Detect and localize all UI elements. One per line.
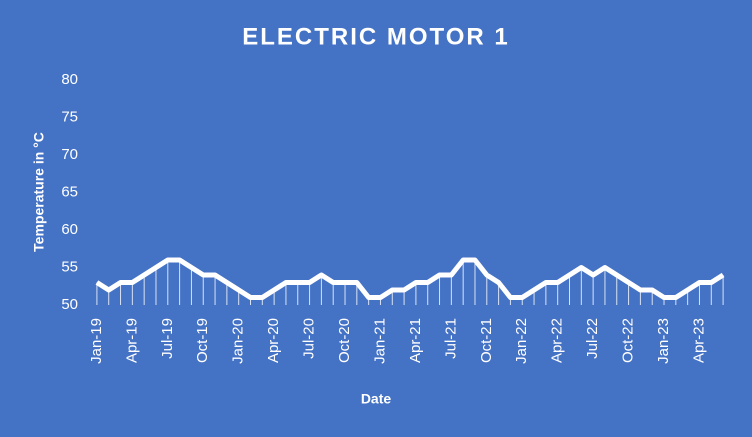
y-tick-label: 50 — [61, 296, 78, 313]
x-tick-label: Jan-19 — [88, 318, 105, 364]
chart-title: ELECTRIC MOTOR 1 — [242, 23, 510, 50]
x-tick-label: Oct-19 — [194, 318, 211, 363]
x-tick-label: Jul-20 — [301, 318, 318, 359]
x-tick-label: Jul-19 — [159, 318, 176, 359]
x-axis-title: Date — [361, 391, 392, 407]
y-tick-label: 65 — [61, 183, 78, 200]
x-tick-label: Oct-22 — [620, 318, 637, 363]
y-axis-title: Temperature in °C — [31, 132, 47, 252]
y-tick-label: 60 — [61, 221, 78, 238]
x-tick-label: Apr-21 — [407, 318, 424, 363]
x-tick-label: Apr-22 — [549, 318, 566, 363]
x-tick-label: Jul-22 — [584, 318, 601, 359]
x-tick-label: Oct-20 — [336, 318, 353, 363]
y-tick-label: 55 — [61, 258, 78, 275]
x-tick-label: Jan-22 — [513, 318, 530, 364]
y-tick-label: 70 — [61, 146, 78, 163]
x-tick-label: Jul-21 — [442, 318, 459, 359]
x-tick-label: Apr-19 — [123, 318, 140, 363]
x-tick-label: Jan-23 — [655, 318, 672, 364]
y-tick-label: 80 — [61, 71, 78, 88]
line-series — [95, 257, 725, 300]
x-tick-label: Apr-23 — [690, 318, 707, 363]
x-tick-label: Apr-20 — [265, 318, 282, 363]
x-tick-label: Jan-21 — [371, 318, 388, 364]
x-tick-label: Oct-21 — [478, 318, 495, 363]
x-tick-label: Jan-20 — [230, 318, 247, 364]
y-tick-label: 75 — [61, 108, 78, 125]
